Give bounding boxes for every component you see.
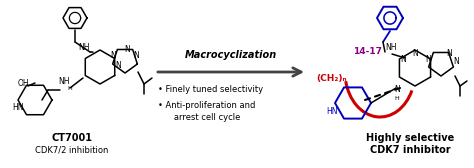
Text: N: N bbox=[133, 52, 139, 60]
Text: N: N bbox=[446, 50, 452, 58]
Text: • Anti-proliferation and: • Anti-proliferation and bbox=[158, 100, 255, 110]
Text: H: H bbox=[395, 96, 400, 101]
Text: N: N bbox=[124, 46, 130, 54]
Text: arrest cell cycle: arrest cell cycle bbox=[166, 114, 240, 122]
Text: • Finely tuned selectivity: • Finely tuned selectivity bbox=[158, 86, 263, 94]
Text: N: N bbox=[394, 86, 400, 94]
Text: H: H bbox=[68, 87, 73, 92]
Text: HN: HN bbox=[12, 103, 24, 113]
Text: NH: NH bbox=[385, 43, 396, 52]
Text: N: N bbox=[400, 55, 406, 65]
Text: Highly selective: Highly selective bbox=[366, 133, 454, 143]
Text: CDK7 inhibitor: CDK7 inhibitor bbox=[370, 145, 450, 155]
Text: 14-17: 14-17 bbox=[354, 48, 383, 56]
Text: HN: HN bbox=[326, 108, 337, 116]
Text: N: N bbox=[453, 57, 459, 67]
Text: CT7001: CT7001 bbox=[52, 133, 92, 143]
Text: OH: OH bbox=[18, 78, 29, 88]
Text: N: N bbox=[412, 49, 418, 57]
Text: CDK7/2 inhibition: CDK7/2 inhibition bbox=[35, 145, 109, 155]
Text: N: N bbox=[425, 55, 431, 65]
Text: N: N bbox=[115, 60, 121, 70]
Text: N: N bbox=[110, 52, 116, 60]
Text: NH: NH bbox=[58, 77, 70, 87]
Text: NH: NH bbox=[78, 43, 90, 52]
Text: (CH₂)ₙ: (CH₂)ₙ bbox=[317, 74, 347, 82]
Text: Macrocyclization: Macrocyclization bbox=[185, 50, 277, 60]
